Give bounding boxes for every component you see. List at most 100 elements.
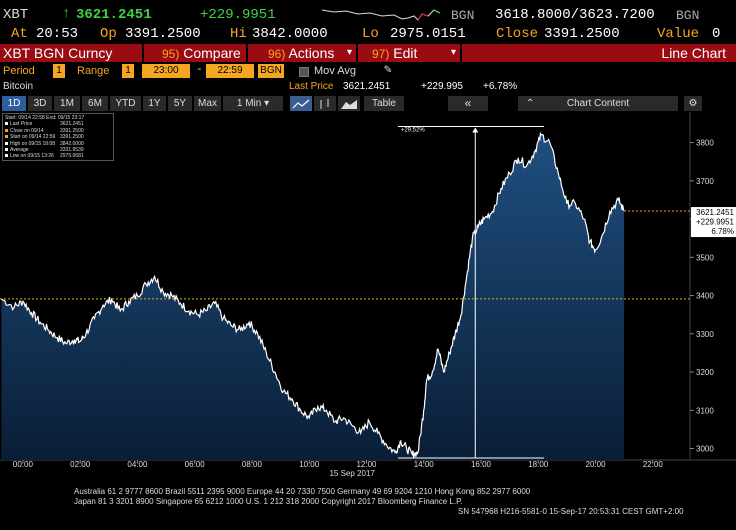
line-chart-icon bbox=[292, 99, 310, 109]
chart-content-button[interactable]: ⌃ Chart Content bbox=[518, 96, 678, 111]
line-chart-label: Line Chart bbox=[661, 45, 726, 61]
legend-value: 3391.2500 bbox=[60, 134, 84, 141]
collapse-left-button[interactable]: « bbox=[448, 96, 488, 111]
mountain-icon bbox=[341, 100, 357, 109]
legend-range: Start: 09/14 22:58 End: 09/15 23:17 bbox=[5, 115, 85, 121]
range-measure: +29.52% bbox=[397, 126, 544, 459]
legend-label: Last Price bbox=[10, 121, 33, 128]
chevron-down-icon: ▾ bbox=[264, 98, 270, 109]
price-line bbox=[1, 131, 625, 458]
interval-select[interactable]: 1 Min ▾ bbox=[223, 96, 283, 111]
low-label: Lo bbox=[362, 26, 379, 42]
timeframe-max[interactable]: Max bbox=[194, 96, 221, 111]
price-area bbox=[1, 133, 625, 460]
mov-avg-checkbox[interactable] bbox=[299, 67, 309, 77]
last-price-value: 3621.2451 bbox=[343, 81, 391, 92]
mountain-style-icon[interactable] bbox=[338, 96, 360, 111]
legend-item: Close on 09/14 3391.2500 bbox=[5, 128, 111, 134]
x-tick-label: 00:00 bbox=[13, 460, 34, 469]
y-tick-label: 3100 bbox=[696, 406, 714, 415]
y-axis: 300031003200330034003500360037003800 bbox=[690, 139, 714, 454]
legend-swatch bbox=[5, 128, 8, 132]
legend-swatch bbox=[5, 122, 8, 126]
line-style-icon[interactable] bbox=[290, 96, 312, 111]
last-price-box-bg bbox=[691, 207, 736, 238]
open-value: 3391.2500 bbox=[125, 26, 201, 42]
compare-label: Compare bbox=[183, 45, 241, 61]
open-label: Op bbox=[100, 26, 117, 42]
line-chart-title: Line Chart bbox=[462, 44, 736, 62]
last-price-pct: +6.78% bbox=[483, 81, 518, 92]
bid-ask: 3618.8000/3623.7200 bbox=[495, 7, 655, 23]
legend-label: Average bbox=[10, 147, 29, 154]
legend-item: Last Price 3621.2451 bbox=[5, 121, 111, 127]
legend-swatch bbox=[5, 135, 8, 139]
bar-style-icon[interactable] bbox=[314, 96, 336, 111]
last-price-label: Last Price bbox=[289, 81, 334, 92]
compare-num: 95) bbox=[162, 47, 180, 61]
x-tick-label: 18:00 bbox=[528, 460, 549, 469]
timeframe-1y[interactable]: 1Y bbox=[143, 96, 166, 111]
footer-line-2: Japan 81 3 3201 8900 Singapore 65 6212 1… bbox=[74, 497, 463, 506]
low-value: 2975.0151 bbox=[390, 26, 466, 42]
mov-avg-label: Mov Avg bbox=[314, 65, 356, 77]
range-dash: - bbox=[196, 64, 203, 76]
x-tick-label: 16:00 bbox=[471, 460, 492, 469]
timeframe-ytd[interactable]: YTD bbox=[110, 96, 141, 111]
period-input[interactable]: 1 bbox=[53, 64, 65, 78]
bgn-source-input[interactable]: BGN bbox=[258, 64, 284, 78]
legend-value: 3621.2451 bbox=[60, 121, 84, 128]
compare-button[interactable]: 95) Compare bbox=[144, 44, 246, 62]
security-field[interactable]: XBT BGN Curncy bbox=[0, 44, 142, 62]
table-button[interactable]: Table bbox=[364, 96, 404, 111]
x-tick-label: 22:00 bbox=[643, 460, 664, 469]
high-value: 3842.0000 bbox=[252, 26, 328, 42]
x-tick-label: 10:00 bbox=[299, 460, 320, 469]
pencil-icon[interactable]: ✎ bbox=[384, 62, 392, 77]
x-tick-label: 06:00 bbox=[185, 460, 206, 469]
last-price: 3621.2451 bbox=[76, 7, 152, 23]
y-tick-label: 3800 bbox=[696, 139, 714, 148]
legend-item: Start on 09/14 22:59 3391.2500 bbox=[5, 134, 111, 140]
timeframe-5y[interactable]: 5Y bbox=[168, 96, 192, 111]
y-tick-label: 3500 bbox=[696, 253, 714, 262]
security-name: XBT BGN Curncy bbox=[3, 45, 113, 61]
x-axis: 00:00 02:00 04:00 06:00 08:00 10:00 12:00 14:00… bbox=[13, 460, 663, 478]
range-input[interactable]: 1 bbox=[122, 64, 134, 78]
value-label: Value bbox=[657, 26, 700, 42]
x-tick-label: 02:00 bbox=[70, 460, 91, 469]
actions-button[interactable]: 96) Actions ▾ bbox=[248, 44, 356, 62]
range-label: Range bbox=[77, 65, 110, 77]
timeframe-6m[interactable]: 6M bbox=[82, 96, 108, 111]
timeframe-3d[interactable]: 3D bbox=[28, 96, 52, 111]
last-price-box-text: 3621.2451 bbox=[696, 208, 734, 217]
footer-line-3: SN 547968 H216-5581-0 15-Sep-17 20:53:31… bbox=[458, 507, 684, 516]
value-value: 0 bbox=[712, 26, 721, 42]
close-value: 3391.2500 bbox=[544, 26, 620, 42]
y-tick-label: 3300 bbox=[696, 330, 714, 339]
edit-button[interactable]: 97) Edit ▾ bbox=[358, 44, 460, 62]
legend-value: 2975.0681 bbox=[60, 153, 84, 160]
up-arrow-icon: ↑ bbox=[62, 6, 71, 22]
timeframe-1d[interactable]: 1D bbox=[2, 96, 26, 111]
x-tick-label: 08:00 bbox=[242, 460, 263, 469]
y-tick-label: 3000 bbox=[696, 445, 714, 454]
timeframe-1m[interactable]: 1M bbox=[54, 96, 80, 111]
last-price-box-text: 6.78% bbox=[711, 227, 734, 236]
actions-num: 96) bbox=[268, 47, 286, 61]
legend-swatch bbox=[5, 148, 8, 152]
legend-label: High on 09/15 18:08 bbox=[10, 140, 56, 147]
settings-gear-icon[interactable]: ⚙ bbox=[684, 96, 702, 111]
sparkline-icon bbox=[321, 9, 441, 21]
x-tick-label: 12:00 bbox=[356, 460, 377, 469]
legend-item: High on 09/15 18:08 3842.0000 bbox=[5, 141, 111, 147]
legend-item: Average 3331.9539 bbox=[5, 147, 111, 153]
actions-label: Actions bbox=[288, 45, 335, 61]
ruler-arrow-icon bbox=[472, 127, 479, 133]
start-time-input[interactable]: 23:00 bbox=[142, 64, 190, 78]
last-price-box-text: +229.9951 bbox=[696, 218, 735, 227]
close-label: Close bbox=[496, 26, 539, 42]
legend-value: 3391.2500 bbox=[60, 127, 84, 134]
bgn-source: BGN bbox=[451, 8, 475, 23]
end-time-input[interactable]: 22:59 bbox=[206, 64, 254, 78]
